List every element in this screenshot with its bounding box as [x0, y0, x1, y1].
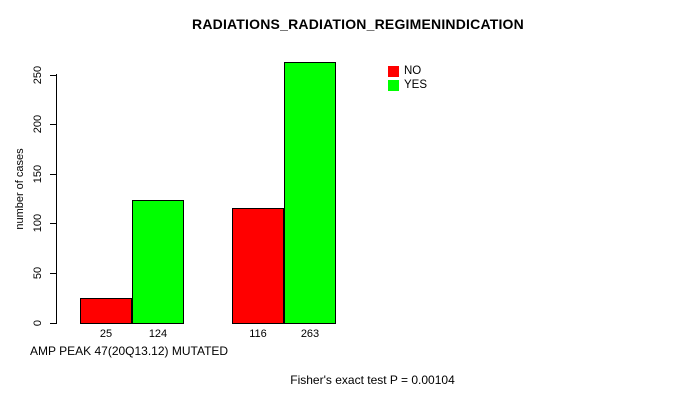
y-tick-label: 50 — [32, 266, 44, 280]
bar-count-label: 263 — [300, 328, 320, 340]
y-axis-label: number of cases — [14, 148, 26, 230]
y-tick-mark — [50, 174, 57, 175]
y-tick-mark — [50, 223, 57, 224]
legend-swatch-icon — [388, 79, 399, 91]
y-tick-label: 150 — [32, 164, 44, 184]
y-axis-line — [56, 74, 57, 323]
y-tick-mark — [50, 75, 57, 76]
y-tick-mark — [50, 273, 57, 274]
legend-label: YES — [404, 79, 428, 91]
bar-count-label: 116 — [249, 328, 267, 340]
chart-title: RADIATIONS_RADIATION_REGIMENINDICATION — [192, 16, 524, 32]
legend-item-no: NO — [388, 64, 427, 78]
bar-count-label: 124 — [148, 328, 168, 340]
legend-item-yes: YES — [388, 78, 427, 92]
legend-swatch-icon — [388, 65, 399, 77]
y-tick-label: 0 — [32, 319, 44, 327]
y-tick-mark — [50, 124, 57, 125]
bar-no-group1 — [80, 298, 132, 324]
y-tick-mark — [50, 323, 57, 324]
y-tick-label: 250 — [32, 65, 44, 85]
y-tick-label: 100 — [32, 213, 44, 233]
stat-annotation: Fisher's exact test P = 0.00104 — [290, 373, 455, 387]
legend: NO YES — [388, 64, 427, 92]
x-axis-caption: AMP PEAK 47(20Q13.12) MUTATED — [30, 344, 229, 358]
bar-yes-group2 — [284, 62, 336, 324]
y-tick-label: 200 — [32, 114, 44, 134]
legend-label: NO — [404, 65, 422, 77]
bar-count-label: 25 — [99, 328, 113, 340]
bar-no-group2 — [232, 208, 284, 324]
bar-yes-group1 — [132, 200, 184, 324]
